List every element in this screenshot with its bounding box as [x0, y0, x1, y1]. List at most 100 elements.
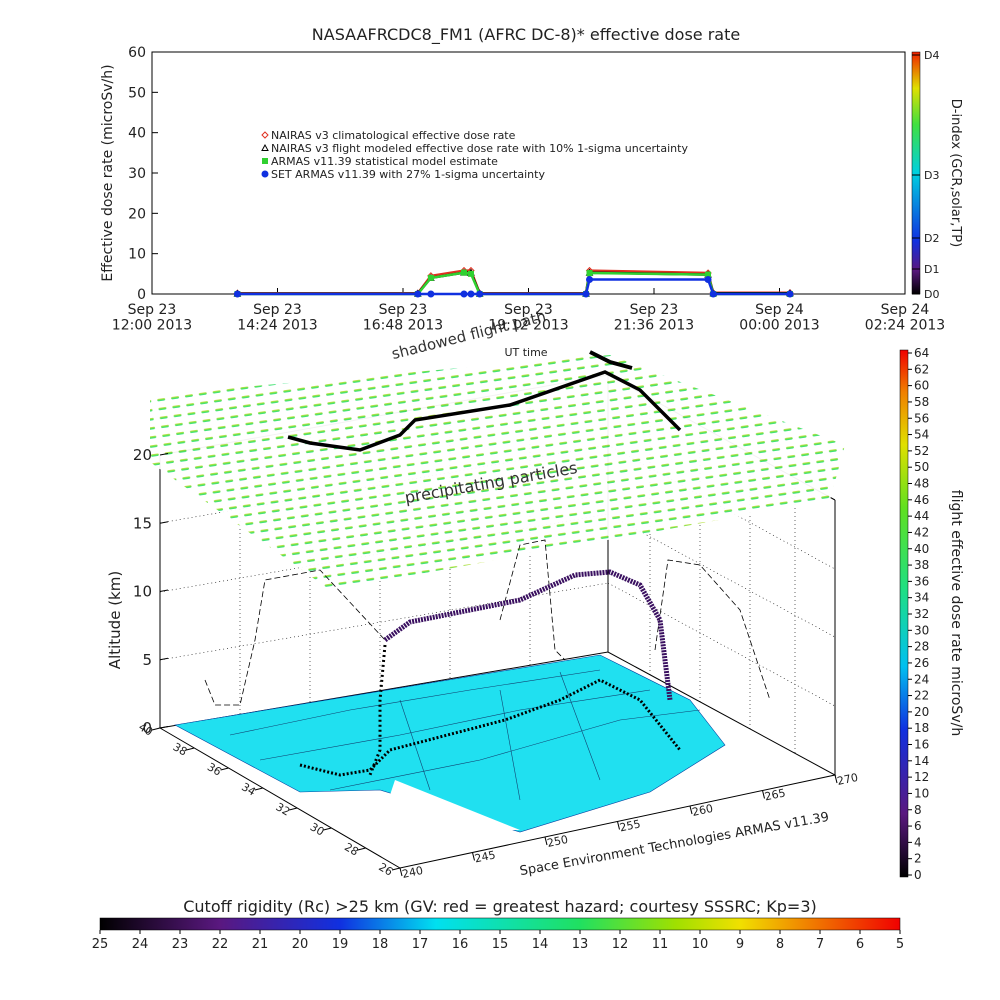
z-tick-label: 15	[133, 514, 152, 532]
text-line: Sep 23	[630, 302, 679, 318]
marker	[414, 290, 422, 298]
dose-tick-label: 14	[914, 754, 929, 768]
x-tick-label: Sep 23 14:24 2013	[237, 302, 317, 333]
x-axis-label: UT time	[504, 346, 547, 359]
text-line: Sep 23	[128, 302, 177, 318]
lon-tick	[762, 790, 765, 799]
z-axis-label: Altitude (km)	[106, 571, 124, 669]
z-tick	[159, 657, 169, 661]
marker	[582, 290, 590, 298]
d-index-tick-label: D4	[924, 49, 939, 62]
y-tick-label: 20	[128, 206, 146, 222]
marker	[467, 270, 474, 277]
rigidity-tick-label: 20	[292, 937, 309, 952]
marker	[586, 270, 593, 277]
marker	[704, 275, 712, 283]
marker	[261, 170, 269, 178]
dose-tick-label: 56	[914, 411, 929, 425]
text-line: Sep 23	[253, 302, 302, 318]
rigidity-tick-label: 6	[856, 937, 864, 952]
d-index-tick-label: D2	[924, 232, 939, 245]
lon-tick-label: 245	[473, 848, 496, 865]
legend-label: NAIRAS v3 climatological effective dose …	[271, 129, 516, 142]
lon-tick-label: 250	[546, 833, 569, 850]
scene-3d	[150, 350, 845, 869]
z-tick	[159, 453, 169, 456]
map-land	[174, 654, 726, 833]
x-tick-label: Sep 23 21:36 2013	[614, 302, 694, 333]
y-tick-label: 60	[128, 45, 146, 61]
map-borders	[229, 669, 701, 801]
text-line: 21:36 2013	[614, 317, 694, 333]
lat-tick	[186, 747, 195, 751]
rigidity-tick-label: 21	[252, 937, 269, 952]
dose-tick-label: 4	[914, 835, 922, 849]
text-line: 16:48 2013	[363, 317, 443, 333]
dose-tick-label: 24	[914, 672, 929, 686]
dose-tick-label: 2	[914, 852, 922, 866]
lat-tick-label: 36	[205, 760, 224, 778]
dose-tick-label: 26	[914, 656, 929, 670]
x-tick-label: Sep 24 02:24 2013	[865, 302, 945, 333]
lat-tick	[323, 827, 332, 831]
rigidity-bar-label: Cutoff rigidity (Rc) >25 km (GV: red = g…	[183, 897, 817, 916]
rigidity-tick-label: 9	[736, 937, 744, 952]
rigidity-tick-label: 17	[412, 937, 429, 952]
dose-tick-label: 36	[914, 574, 929, 588]
marker	[467, 290, 475, 298]
lat-tick-label: 34	[239, 780, 258, 798]
dose-tick-label: 50	[914, 460, 929, 474]
lat-tick	[391, 867, 401, 871]
text-line: Sep 24	[755, 302, 804, 318]
rigidity-tick-label: 11	[652, 937, 669, 952]
marker	[427, 274, 434, 281]
lon-tick	[617, 821, 620, 830]
x-tick-label: Sep 24 00:00 2013	[739, 302, 819, 333]
lat-tick-label: 40	[136, 720, 155, 738]
marker	[262, 158, 268, 164]
map-ocean-streak	[390, 780, 520, 830]
z-tick-label: 20	[133, 446, 152, 464]
lat-tick	[357, 847, 366, 851]
lon-tick	[399, 867, 403, 877]
lon-tick	[544, 836, 548, 846]
marker	[786, 290, 794, 298]
z-tick	[159, 589, 169, 592]
dose-tick-label: 34	[914, 591, 929, 605]
dose-tick-label: 28	[914, 640, 929, 654]
x-tick-label: Sep 23 19:12 2013	[488, 302, 568, 333]
d-index-tick-label: D1	[924, 263, 939, 276]
rigidity-tick-label: 18	[372, 937, 389, 952]
y-tick-label: 0	[137, 287, 146, 303]
dose-tick-label: 22	[914, 689, 929, 703]
dose-tick-label: 48	[914, 477, 929, 491]
dose-tick-label: 52	[914, 444, 929, 458]
d-index-tick-label: D3	[924, 169, 939, 182]
lon-tick	[689, 805, 693, 815]
marker	[427, 290, 435, 298]
text-line: 00:00 2013	[739, 317, 819, 333]
d-index-tick-label: D0	[924, 288, 939, 301]
dose-tick-label: 8	[914, 803, 922, 817]
y-tick-label: 10	[128, 247, 146, 263]
marker	[586, 275, 594, 283]
dose-tick-label: 46	[914, 493, 929, 507]
text-line: 02:24 2013	[865, 317, 945, 333]
rigidity-tick-label: 12	[612, 937, 629, 952]
lat-tick-label: 26	[376, 860, 395, 878]
lat-tick-label: 38	[171, 740, 190, 758]
dose-tick-label: 20	[914, 705, 929, 719]
dose-tick-label: 44	[914, 509, 929, 523]
lon-tick-label: 265	[763, 786, 786, 803]
d-index-bar	[911, 51, 921, 295]
lat-tick-label: 30	[308, 820, 327, 838]
rigidity-tick-label: 10	[692, 937, 709, 952]
lat-tick-label: 32	[274, 800, 293, 818]
marker	[461, 269, 468, 276]
rigidity-tick-label: 14	[532, 937, 549, 952]
marker	[476, 290, 484, 298]
z-tick-label: 10	[133, 583, 152, 601]
z-tick-label: 5	[142, 651, 152, 669]
text-line: 12:00 2013	[112, 317, 192, 333]
